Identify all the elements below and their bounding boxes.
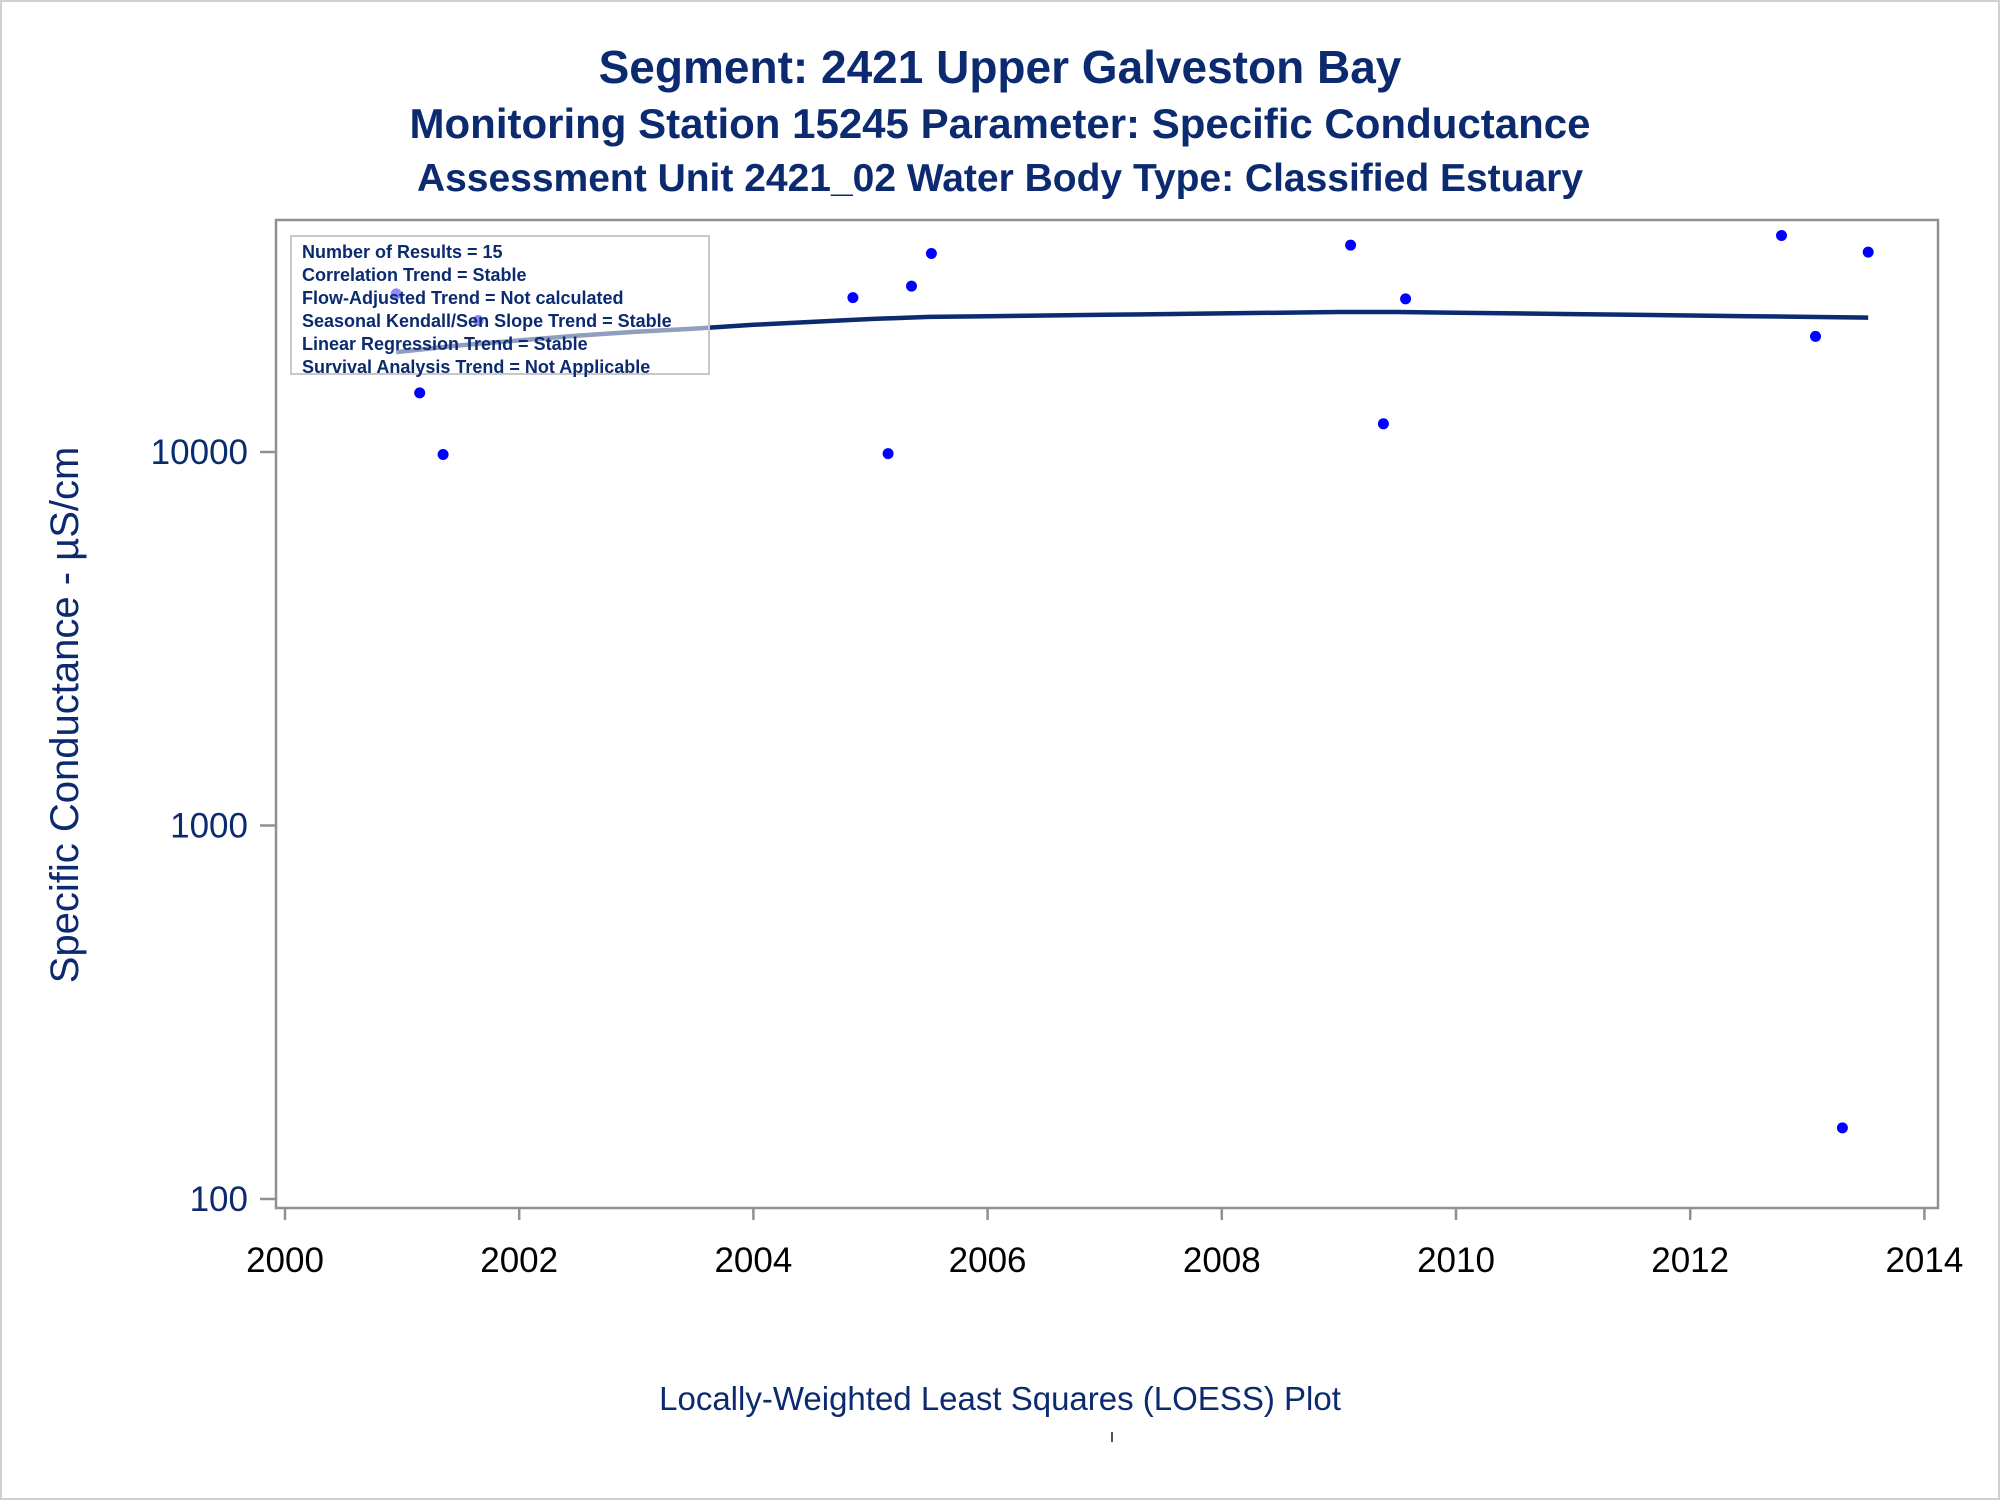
data-point bbox=[437, 449, 449, 460]
trend-legend: Number of Results = 15 Correlation Trend… bbox=[290, 235, 710, 377]
x-tick-label: 2014 bbox=[1885, 1241, 1963, 1280]
x-tick-label: 2010 bbox=[1417, 1241, 1495, 1280]
chart-title: Segment: 2421 Upper Galveston Bay bbox=[598, 41, 1402, 93]
data-point bbox=[1377, 418, 1389, 430]
x-tick-label: 2000 bbox=[246, 1241, 324, 1280]
x-tick-label: 2002 bbox=[480, 1241, 558, 1280]
x-tick-label: 2004 bbox=[714, 1241, 792, 1280]
x-tick-label: 2006 bbox=[949, 1241, 1027, 1280]
legend-entry: Flow-Adjusted Trend = Not calculated bbox=[302, 288, 624, 308]
legend-entry: Linear Regression Trend = Stable bbox=[302, 334, 588, 354]
chart-subtitle-2: Assessment Unit 2421_02 Water Body Type:… bbox=[416, 157, 1584, 200]
data-point bbox=[1836, 1122, 1848, 1134]
legend-entry: Number of Results = 15 bbox=[302, 242, 503, 262]
data-point bbox=[882, 448, 894, 460]
data-point bbox=[1776, 230, 1787, 241]
data-point bbox=[847, 292, 859, 304]
data-point bbox=[925, 248, 937, 259]
footnote: Locally-Weighted Least Squares (LOESS) P… bbox=[659, 1380, 1341, 1417]
data-point bbox=[1400, 293, 1412, 305]
legend-entry: Survival Analysis Trend = Not Applicable bbox=[302, 357, 651, 377]
data-point bbox=[1810, 330, 1821, 342]
y-tick-label: 1000 bbox=[170, 807, 248, 846]
data-point bbox=[906, 280, 917, 292]
x-tick-label: 2012 bbox=[1651, 1241, 1729, 1280]
y-axis-label: Specific Conductance - µS/cm bbox=[43, 447, 87, 984]
data-point bbox=[1345, 239, 1357, 251]
footnote-mark bbox=[1111, 1432, 1113, 1442]
plot-area bbox=[274, 218, 1940, 1210]
chart-subtitle: Monitoring Station 15245 Parameter: Spec… bbox=[409, 100, 1591, 147]
y-tick-label: 100 bbox=[190, 1180, 248, 1219]
data-point bbox=[414, 387, 426, 399]
legend-entry: Seasonal Kendall/Sen Slope Trend = Stabl… bbox=[302, 311, 672, 331]
y-tick-label: 10000 bbox=[151, 433, 248, 472]
x-tick-label: 2008 bbox=[1183, 1241, 1261, 1280]
data-point bbox=[1862, 246, 1874, 258]
legend-entry: Correlation Trend = Stable bbox=[302, 265, 527, 285]
